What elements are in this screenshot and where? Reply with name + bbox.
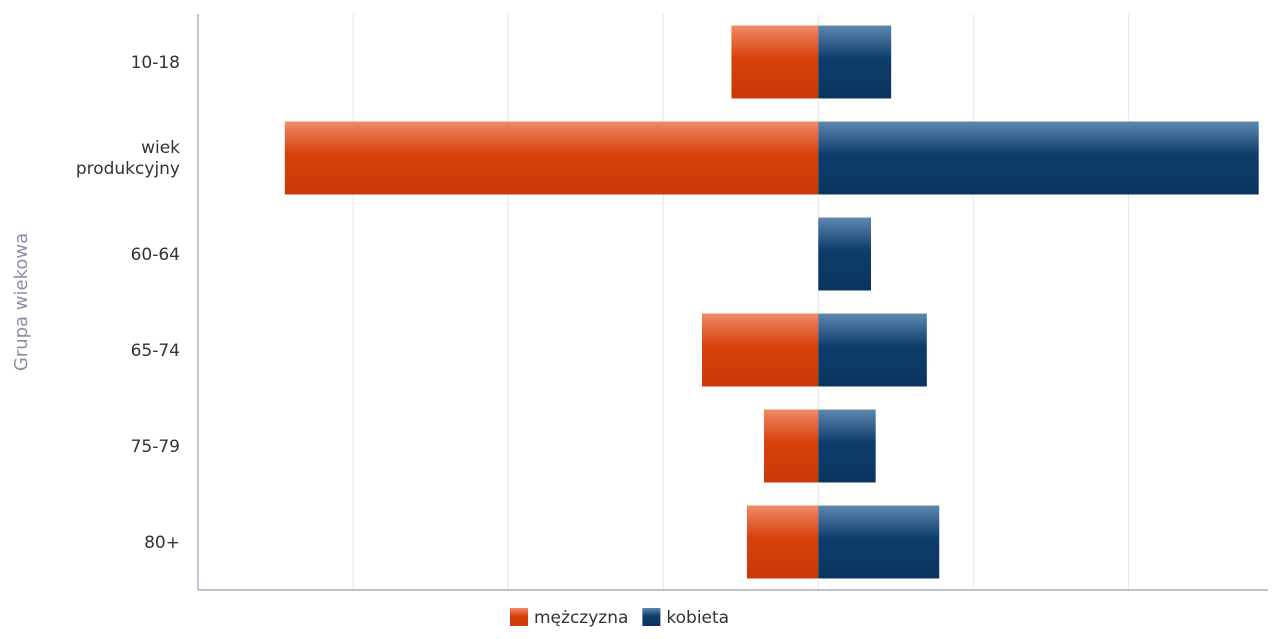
category-labels: 10-18 wiek produkcyjny 60-64 65-74 75-79 80+	[76, 53, 180, 553]
bar-female-1	[818, 121, 1259, 195]
category-label: 75-79	[131, 437, 180, 457]
legend-swatch-female	[642, 608, 661, 626]
bar-female-4	[818, 409, 876, 483]
bar-male-3	[701, 313, 819, 387]
bar-female-2	[818, 217, 872, 291]
legend-label-male: mężczyzna	[534, 608, 628, 628]
bar-male-5	[746, 505, 819, 579]
grid-lines	[352, 14, 1129, 590]
bar-male-4	[764, 409, 819, 483]
category-label: 80+	[144, 533, 180, 553]
legend-label-female: kobieta	[666, 608, 729, 628]
category-label: 60-64	[131, 245, 180, 265]
legend-swatch-male	[510, 608, 528, 626]
y-axis-title: Grupa wiekowa	[11, 233, 32, 371]
category-label: 10-18	[131, 53, 180, 73]
legend: mężczyzna kobieta	[510, 608, 729, 628]
axes	[197, 14, 1268, 591]
bar-male-0	[731, 25, 819, 99]
bar-male-1	[284, 121, 819, 195]
bar-female-3	[818, 313, 927, 387]
bar-female-5	[818, 505, 940, 579]
bars	[284, 25, 1259, 579]
category-label: wiek produkcyjny	[76, 138, 180, 179]
bar-female-0	[818, 25, 892, 99]
category-label: 65-74	[131, 341, 180, 361]
